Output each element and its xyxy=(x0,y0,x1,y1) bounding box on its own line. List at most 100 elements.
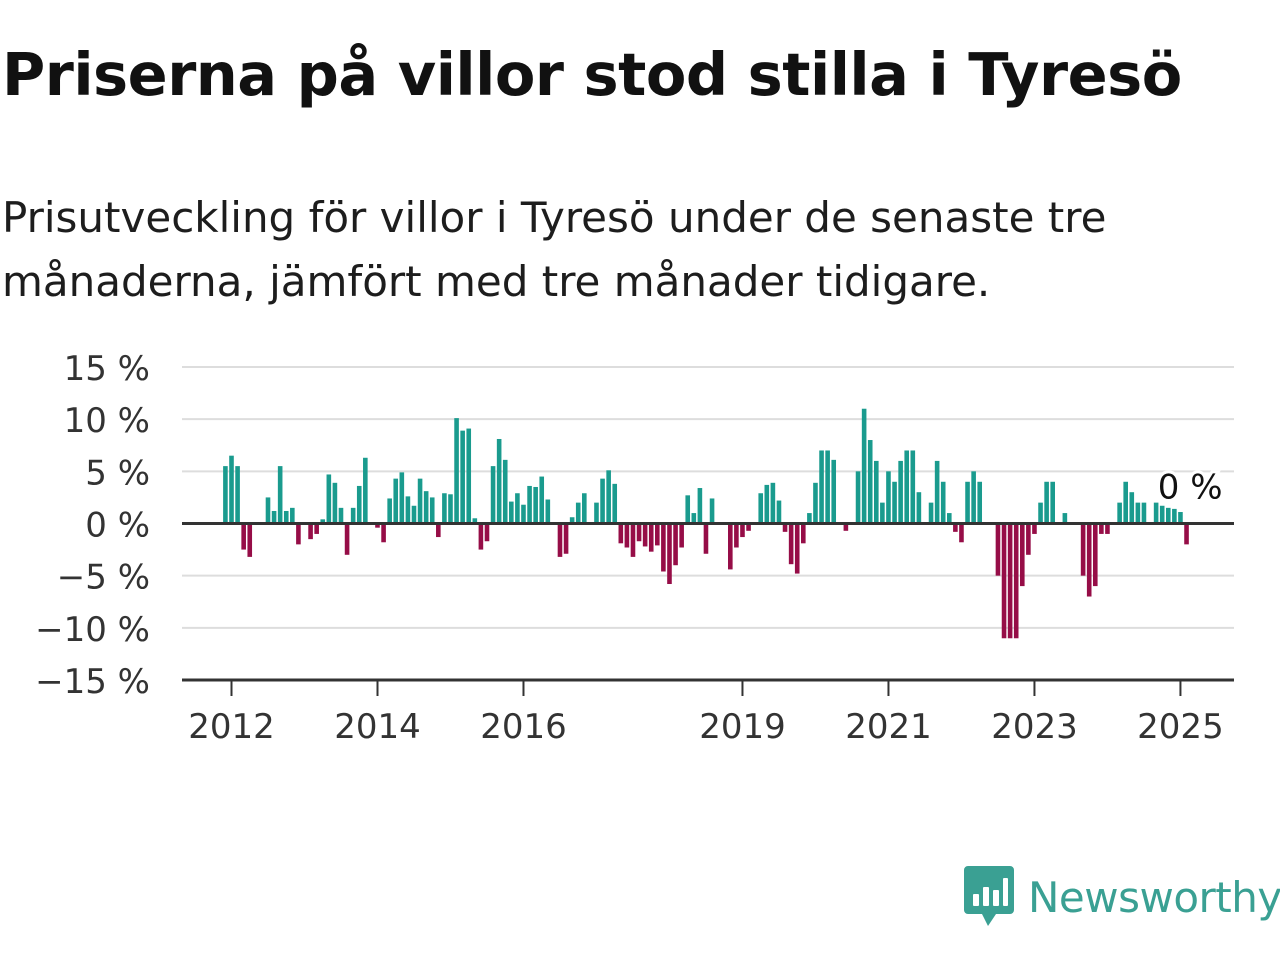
bar xyxy=(940,481,946,524)
chart-title: Priserna på villor stod stilla i Tyresö xyxy=(2,40,1182,109)
bar xyxy=(271,510,277,524)
newsworthy-logo-text: Newsworthy xyxy=(1028,872,1280,922)
bar xyxy=(685,495,691,524)
bar xyxy=(1105,523,1110,534)
bar xyxy=(502,459,508,524)
bar xyxy=(898,460,903,524)
bar xyxy=(277,466,283,524)
bar xyxy=(344,523,350,555)
bar xyxy=(977,481,983,524)
bar xyxy=(557,523,563,557)
bar xyxy=(393,478,399,524)
bar xyxy=(1026,523,1031,555)
bar xyxy=(563,523,569,554)
bar xyxy=(411,505,417,524)
bar xyxy=(1153,502,1159,524)
bar xyxy=(320,519,326,524)
bar xyxy=(776,500,782,524)
bar xyxy=(819,450,824,524)
last-value-label: 0 % xyxy=(1158,467,1223,507)
y-tick-label: 10 % xyxy=(64,401,150,441)
bars xyxy=(223,408,1189,639)
bar xyxy=(569,517,575,524)
bar xyxy=(910,450,916,524)
bar xyxy=(387,498,392,524)
bar xyxy=(332,482,338,524)
bar xyxy=(296,523,301,545)
bar xyxy=(995,523,1001,576)
bar xyxy=(880,502,885,524)
bar xyxy=(661,523,666,572)
bar xyxy=(1184,523,1189,545)
bar xyxy=(953,523,958,532)
bar xyxy=(636,523,642,542)
bar xyxy=(436,523,441,538)
bar xyxy=(1050,481,1055,524)
bar xyxy=(1019,523,1025,587)
bar xyxy=(886,471,891,524)
bar xyxy=(600,478,605,524)
y-tick-label: 5 % xyxy=(85,453,150,493)
bar xyxy=(1062,513,1068,524)
bar xyxy=(1165,507,1171,524)
bar xyxy=(946,513,952,524)
bar xyxy=(375,523,380,528)
bar xyxy=(624,523,630,548)
bar xyxy=(630,523,636,557)
bar xyxy=(782,523,788,532)
bar xyxy=(606,470,611,524)
bar xyxy=(490,466,496,524)
y-tick-label: −10 % xyxy=(35,610,150,650)
bar xyxy=(746,523,751,531)
bar xyxy=(1099,523,1104,534)
bar xyxy=(928,502,934,524)
newsworthy-logo-icon xyxy=(964,866,1014,926)
bar xyxy=(314,523,319,534)
x-tick-label: 2014 xyxy=(334,707,421,747)
chart-subtitle: Prisutveckling för villor i Tyresö under… xyxy=(2,193,1107,306)
bar xyxy=(734,523,739,548)
bar xyxy=(843,523,849,531)
x-tick-label: 2016 xyxy=(480,707,567,747)
bar xyxy=(764,484,770,524)
bar xyxy=(363,457,368,524)
bar xyxy=(265,497,271,524)
bar xyxy=(448,494,453,524)
bar xyxy=(655,523,660,546)
bar xyxy=(223,466,228,524)
y-tick-label: −15 % xyxy=(35,662,150,702)
bar xyxy=(892,481,897,524)
bar xyxy=(673,523,678,566)
bar xyxy=(283,510,289,524)
bar xyxy=(667,523,672,585)
bar xyxy=(405,496,411,524)
bar xyxy=(728,523,733,570)
y-tick-label: 15 % xyxy=(64,349,150,389)
bar xyxy=(1086,523,1092,597)
bar xyxy=(934,460,940,524)
x-tick-label: 2025 xyxy=(1137,707,1224,747)
bar xyxy=(916,492,922,524)
bar xyxy=(478,523,484,550)
bar xyxy=(612,483,618,524)
gridlines xyxy=(182,366,1234,629)
tick-labels: 15 % 10 % 5 % 0 % −5 % −10 % −15 % 2012 2014 2016… xyxy=(35,349,1225,747)
x-tick-label: 2019 xyxy=(699,707,786,747)
bar xyxy=(235,466,240,524)
bar xyxy=(423,491,429,524)
bar xyxy=(1117,502,1122,524)
bar xyxy=(1080,523,1086,576)
bar xyxy=(1123,481,1128,524)
y-tick-label: 0 % xyxy=(85,506,150,546)
bar xyxy=(861,408,867,524)
bar xyxy=(1172,508,1177,524)
bar xyxy=(338,507,344,524)
bar xyxy=(1001,523,1007,639)
bar xyxy=(545,499,551,524)
bar xyxy=(515,493,520,524)
bar xyxy=(247,523,253,557)
bar xyxy=(594,502,599,524)
bar xyxy=(1135,502,1141,524)
bar xyxy=(472,518,478,524)
bar xyxy=(326,474,332,524)
